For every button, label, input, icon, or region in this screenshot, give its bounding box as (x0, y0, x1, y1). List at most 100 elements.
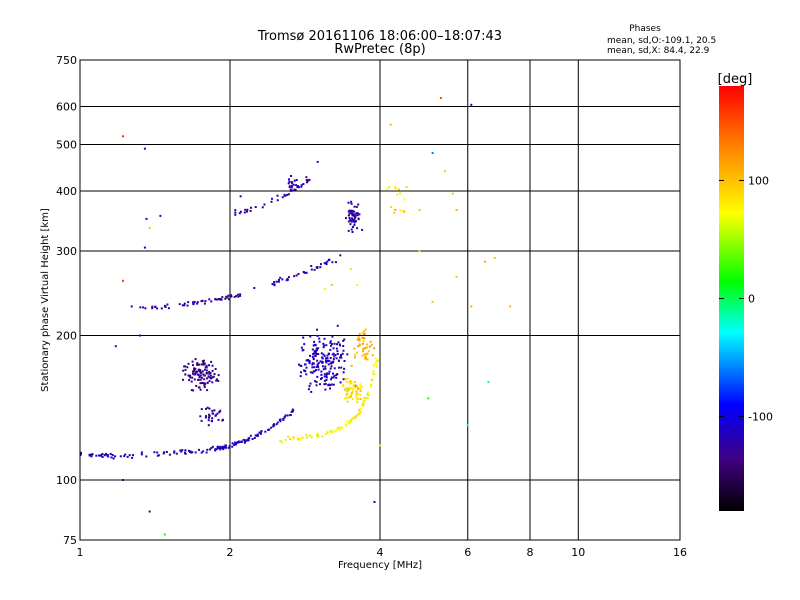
echo-point (363, 399, 366, 402)
echo-point (206, 381, 209, 384)
echo-point (304, 370, 307, 373)
echo-point (371, 378, 374, 381)
echo-point (331, 343, 333, 345)
echo-point (403, 211, 406, 214)
echo-point (327, 352, 330, 355)
echo-point (317, 362, 320, 365)
echo-point (359, 398, 362, 400)
echo-point (114, 455, 117, 458)
echo-point (351, 213, 354, 216)
echo-point (253, 437, 256, 439)
echo-point (315, 350, 318, 353)
echo-point (376, 359, 379, 362)
colorbar-tick-label: 100 (748, 174, 769, 187)
echo-point (346, 389, 349, 392)
echo-point (210, 419, 213, 422)
echo-point (202, 373, 205, 376)
echo-point (122, 479, 124, 481)
echo-point (329, 348, 332, 351)
echo-point (319, 383, 321, 386)
echo-point (243, 441, 246, 444)
echo-point (329, 362, 332, 365)
echo-point (190, 451, 193, 454)
echo-point (335, 374, 338, 376)
echo-point (156, 307, 158, 310)
echo-point (343, 367, 346, 370)
echo-point (223, 445, 226, 448)
echo-point (343, 338, 346, 341)
echo-point (418, 250, 421, 252)
echo-point (345, 394, 348, 396)
echo-point (356, 214, 359, 217)
echo-point (362, 404, 365, 407)
echo-point (353, 384, 356, 387)
echo-point (348, 395, 351, 398)
echo-point (197, 368, 200, 371)
echo-point (164, 306, 167, 308)
echo-point (198, 448, 200, 451)
echo-point (356, 227, 359, 230)
echo-point (300, 346, 303, 349)
echo-point (350, 268, 353, 271)
echo-point (427, 397, 430, 400)
echo-point (281, 196, 284, 199)
echo-point (301, 436, 304, 439)
echo-point (355, 392, 358, 395)
echo-point (247, 437, 250, 440)
echo-point (323, 288, 326, 290)
echo-point (345, 420, 348, 423)
echo-point (368, 345, 371, 348)
echo-point (179, 449, 182, 452)
echo-point (326, 359, 329, 362)
echo-point (351, 217, 353, 220)
echo-point (200, 300, 203, 303)
echo-point (302, 336, 305, 339)
echo-point (259, 431, 262, 434)
echo-point (369, 340, 372, 343)
echo-point (213, 409, 216, 412)
echo-point (256, 433, 259, 436)
echo-point (332, 383, 335, 386)
echo-point (323, 375, 326, 378)
echo-point (286, 278, 289, 280)
legend-line-o: mean, sd,O:-109.1, 20.5 (607, 36, 716, 46)
echo-point (204, 382, 207, 385)
echo-point (228, 445, 231, 447)
echo-point (310, 436, 313, 439)
echo-point (205, 372, 208, 374)
colorbar-label: [deg] (718, 72, 753, 87)
echo-point (142, 306, 145, 309)
echo-point (284, 439, 287, 441)
echo-point (246, 210, 248, 213)
echo-point (316, 334, 319, 337)
echo-point (184, 449, 187, 452)
y-tick-label: 750 (56, 54, 77, 67)
echo-point (203, 386, 206, 389)
echo-point (207, 375, 210, 378)
echo-point (355, 220, 357, 223)
echo-point (295, 184, 298, 187)
echo-point (199, 382, 202, 385)
echo-point (353, 218, 356, 221)
echo-point (204, 366, 207, 369)
echo-point (230, 295, 233, 298)
echo-point (109, 453, 112, 455)
echo-point (325, 357, 328, 359)
echo-point (375, 360, 378, 363)
echo-point (282, 418, 285, 421)
echo-point (335, 261, 337, 264)
echo-point (191, 451, 194, 454)
echo-point (318, 340, 321, 343)
echo-point (365, 346, 368, 349)
echo-point (340, 354, 342, 357)
echo-point (305, 176, 308, 179)
echo-point (355, 390, 358, 393)
echo-point (208, 413, 210, 416)
echo-point (275, 423, 278, 426)
echo-point (339, 381, 342, 384)
echo-point (373, 347, 376, 350)
echo-point (259, 432, 262, 435)
echo-point (198, 370, 201, 373)
y-tick-label: 400 (56, 185, 77, 198)
echo-point (336, 324, 339, 327)
